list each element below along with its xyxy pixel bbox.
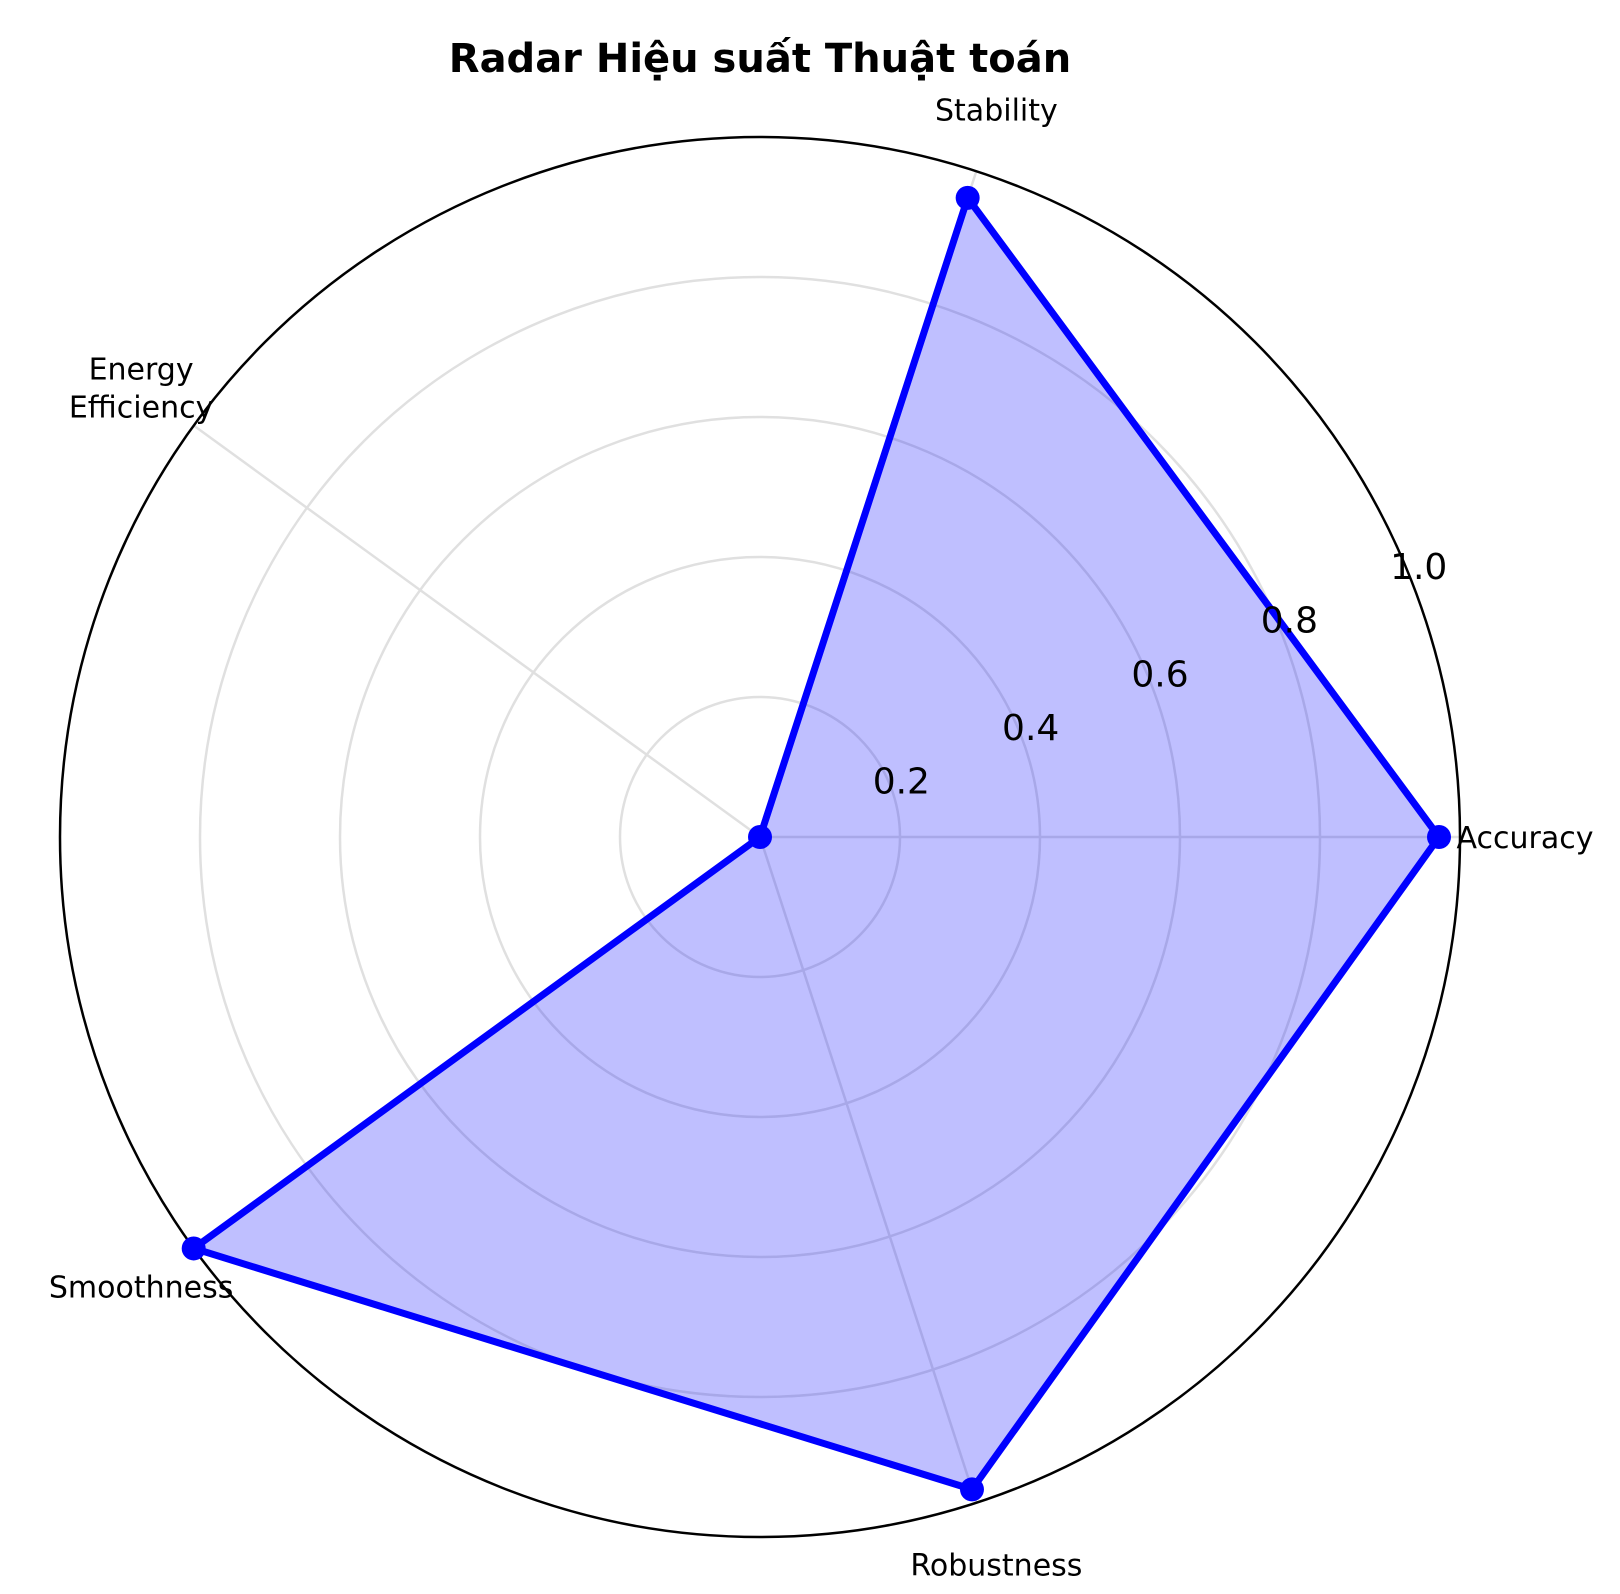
series-layer (181, 185, 1451, 1502)
grid-spoke (758, 836, 978, 1504)
radial-tick-label: 0.8 (1261, 601, 1318, 642)
data-point (1427, 825, 1451, 849)
radial-tick-label: 0.6 (1131, 654, 1188, 695)
outer-frame (58, 135, 1462, 1539)
radial-tick-label: 1.0 (1390, 547, 1447, 588)
label-layer: Accuracy Stability Energy Efficiency Smoothn… (49, 93, 1594, 1583)
axis-label: Smoothness (49, 1271, 233, 1306)
series-line (185, 190, 1444, 1494)
data-point (959, 1477, 984, 1502)
data-point (181, 1236, 206, 1261)
axis-label: Robustness (910, 1549, 1082, 1584)
radial-tick-label: 0.4 (1002, 708, 1059, 749)
series-area (193, 197, 1440, 1490)
chart-title: Radar Hiệu suất Thuật toán (449, 36, 1071, 82)
radial-tick-label: 0.2 (873, 761, 930, 802)
axis-label: Stability (935, 93, 1058, 128)
axis-label: Energy Efficiency (69, 352, 214, 425)
axis-label: Accuracy (1457, 821, 1594, 856)
data-point (955, 185, 980, 210)
data-point (748, 825, 772, 849)
grid-spoke (192, 424, 761, 839)
